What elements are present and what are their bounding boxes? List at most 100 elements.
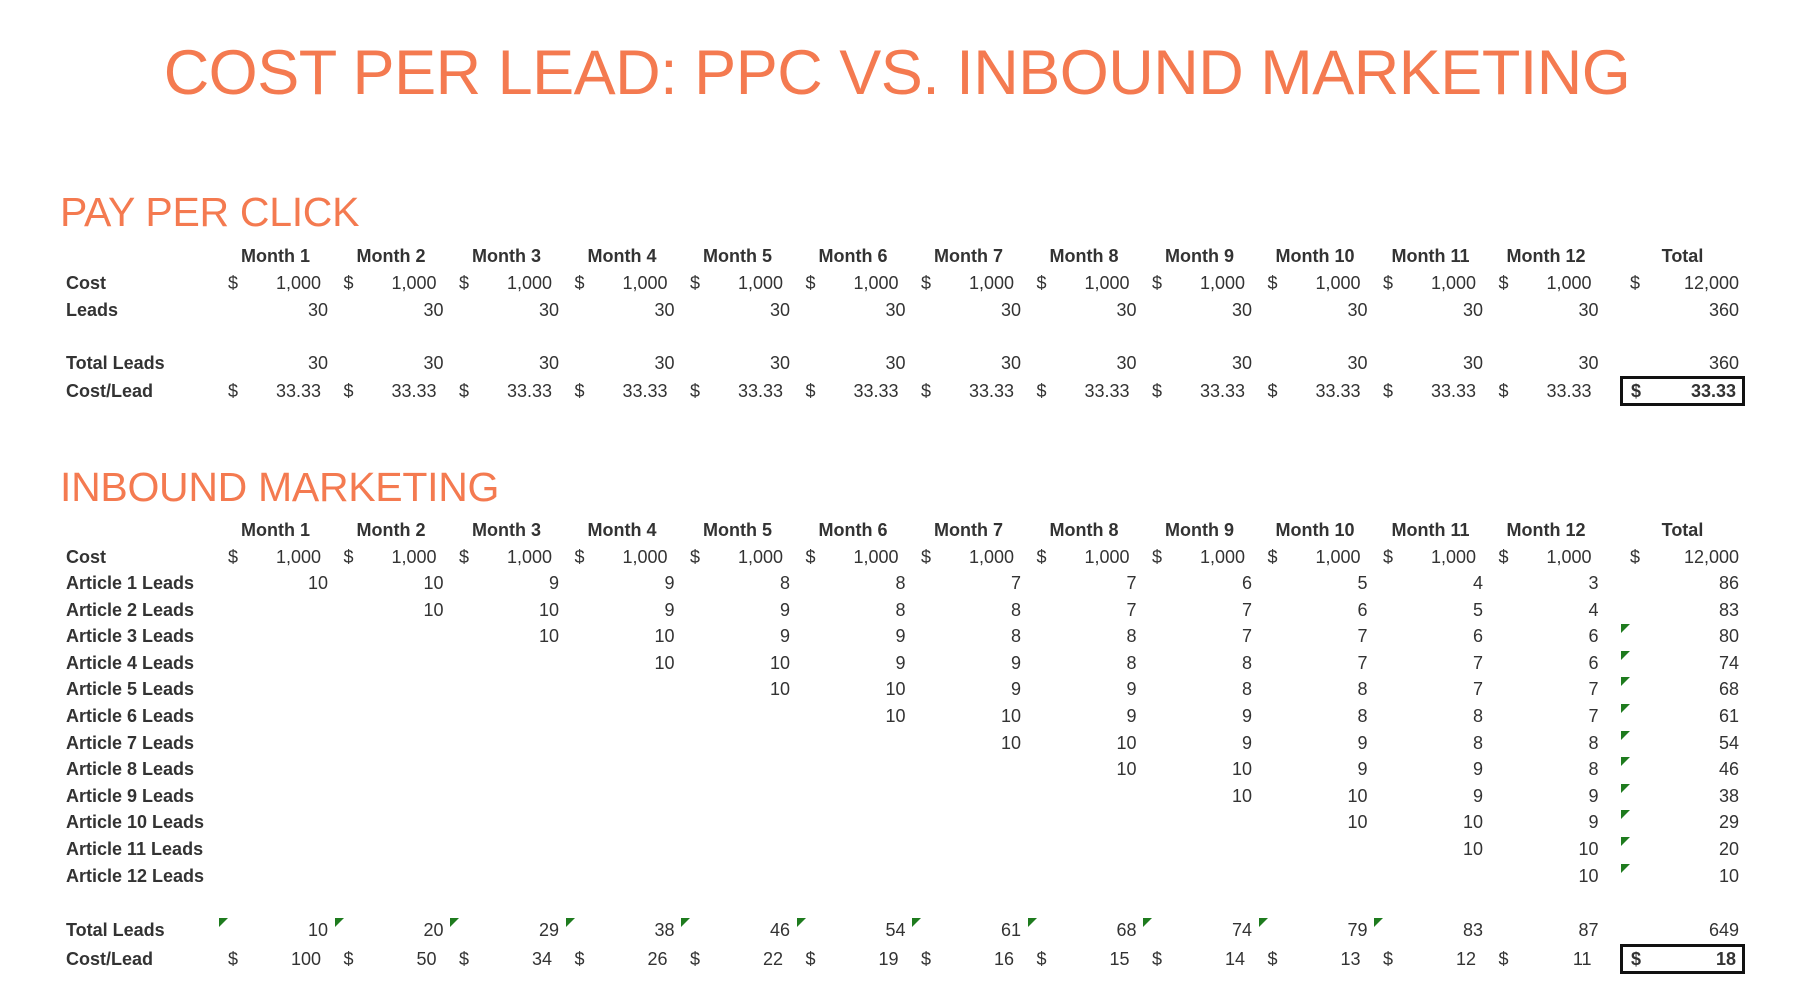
table-cell: $1,000 [1373, 270, 1488, 297]
currency-symbol: $ [1498, 949, 1509, 969]
table-cell [218, 809, 333, 836]
table-cell: 6 [1258, 597, 1373, 624]
error-indicator-icon[interactable] [450, 918, 459, 927]
error-indicator-icon[interactable] [1621, 730, 1630, 740]
cell-value: 1,000 [1546, 273, 1592, 293]
cell-value: 10 [885, 706, 906, 726]
table-cell [218, 863, 333, 890]
table-cell: $1,000 [680, 544, 795, 571]
table-cell [565, 863, 680, 890]
table-row: Article 4 Leads 10 10 9 9 8 8 7 7 6 74 [0, 650, 1794, 677]
currency-symbol: $ [459, 949, 470, 969]
table-cell: 30 [680, 297, 795, 324]
table-cell: $33.33 [565, 378, 680, 405]
error-indicator-icon[interactable] [1027, 918, 1037, 927]
column-header: Month 1 [218, 243, 333, 270]
table-cell: $1,000 [1258, 544, 1373, 571]
cell-value: 30 [769, 300, 790, 320]
cell-value: 8 [1588, 732, 1599, 753]
cell-value: 8 [1472, 706, 1483, 726]
error-indicator-icon[interactable] [1621, 810, 1630, 820]
table-cell: $1,000 [911, 544, 1026, 571]
table-row: Article 8 Leads 10 10 9 9 8 46 [0, 756, 1794, 783]
table-cell: 87 [1489, 917, 1604, 944]
table-cell: $1,000 [218, 544, 333, 571]
currency-symbol: $ [1267, 273, 1278, 293]
table-cell: 7 [1258, 650, 1373, 677]
cell-value: 12 [1455, 949, 1476, 969]
table-cell: $1,000 [911, 270, 1026, 297]
table-cell: 6 [1142, 570, 1257, 597]
cell-value: 6 [1357, 599, 1368, 620]
currency-symbol: $ [1036, 547, 1047, 567]
row-label: Leads [66, 300, 119, 320]
error-indicator-icon[interactable] [219, 918, 228, 927]
table-cell: 8 [911, 597, 1026, 624]
error-indicator-icon[interactable] [334, 918, 344, 927]
total-value: 38 [1718, 785, 1739, 806]
currency-symbol: $ [228, 273, 239, 293]
table-cell: $12 [1373, 946, 1488, 973]
table-cell [334, 783, 449, 810]
cell-value: 7 [1010, 573, 1021, 593]
column-header: Month 11 [1373, 517, 1488, 544]
table-cell: 74 [1142, 917, 1257, 944]
error-indicator-icon[interactable] [1621, 757, 1630, 767]
cell-value: 6 [1588, 626, 1599, 647]
error-indicator-icon[interactable] [912, 918, 921, 927]
total-value: 12,000 [1683, 273, 1739, 293]
cell-value: 10 [1231, 785, 1252, 806]
table-cell: 10 [1142, 756, 1257, 783]
table-cell [680, 809, 795, 836]
error-indicator-icon[interactable] [1621, 704, 1630, 713]
error-indicator-icon[interactable] [1258, 918, 1268, 927]
table-cell: 30 [334, 350, 449, 377]
column-header: Month 8 [1027, 517, 1142, 544]
error-indicator-icon[interactable] [1621, 783, 1630, 793]
error-indicator-icon[interactable] [1621, 863, 1630, 873]
row-label: Total Leads [66, 920, 165, 940]
table-cell: 9 [565, 597, 680, 624]
total-value: 61 [1718, 706, 1739, 726]
cell-value: 33.33 [275, 381, 321, 401]
cell-value: 7 [1472, 679, 1483, 700]
total-cell: 46 [1620, 756, 1745, 783]
table-cell [449, 863, 564, 890]
column-header: Month 10 [1258, 517, 1373, 544]
table-cell: $22 [680, 946, 795, 973]
month-label: Month 7 [934, 520, 1003, 540]
table-cell: $1,000 [334, 270, 449, 297]
cell-value: 4 [1472, 573, 1483, 593]
error-indicator-icon[interactable] [681, 918, 690, 927]
table-cell: $1,000 [218, 270, 333, 297]
error-indicator-icon[interactable] [1621, 650, 1630, 660]
column-header: Month 6 [796, 517, 911, 544]
table-cell: $1,000 [1489, 544, 1604, 571]
table-cell: 7 [1373, 650, 1488, 677]
error-indicator-icon[interactable] [1621, 624, 1630, 634]
error-indicator-icon[interactable] [565, 918, 575, 927]
table-cell: $33.33 [334, 378, 449, 405]
cell-value: 1,000 [1084, 547, 1130, 567]
error-indicator-icon[interactable] [1621, 837, 1630, 846]
cell-value: 19 [878, 949, 899, 969]
cell-value: 33.33 [853, 381, 899, 401]
ppc-header-row: Month 1 Month 2 Month 3 Month 4 Month 5 Month… [0, 243, 1794, 270]
cell-value: 30 [654, 353, 675, 373]
currency-symbol: $ [574, 381, 585, 401]
cell-value: 33.33 [968, 381, 1014, 401]
cell-value: 10 [423, 573, 444, 593]
error-indicator-icon[interactable] [1143, 918, 1152, 927]
error-indicator-icon[interactable] [1621, 677, 1630, 687]
total-value: 20 [1718, 839, 1739, 859]
table-cell [911, 863, 1026, 890]
error-indicator-icon[interactable] [796, 918, 806, 927]
cell-value: 1,000 [506, 273, 552, 293]
table-cell: 30 [796, 297, 911, 324]
table-cell [449, 650, 564, 677]
currency-symbol: $ [574, 273, 585, 293]
table-cell: 10 [1373, 836, 1488, 863]
error-indicator-icon[interactable] [1374, 918, 1383, 927]
cell-value: 30 [885, 300, 906, 320]
table-cell: 9 [1027, 703, 1142, 730]
